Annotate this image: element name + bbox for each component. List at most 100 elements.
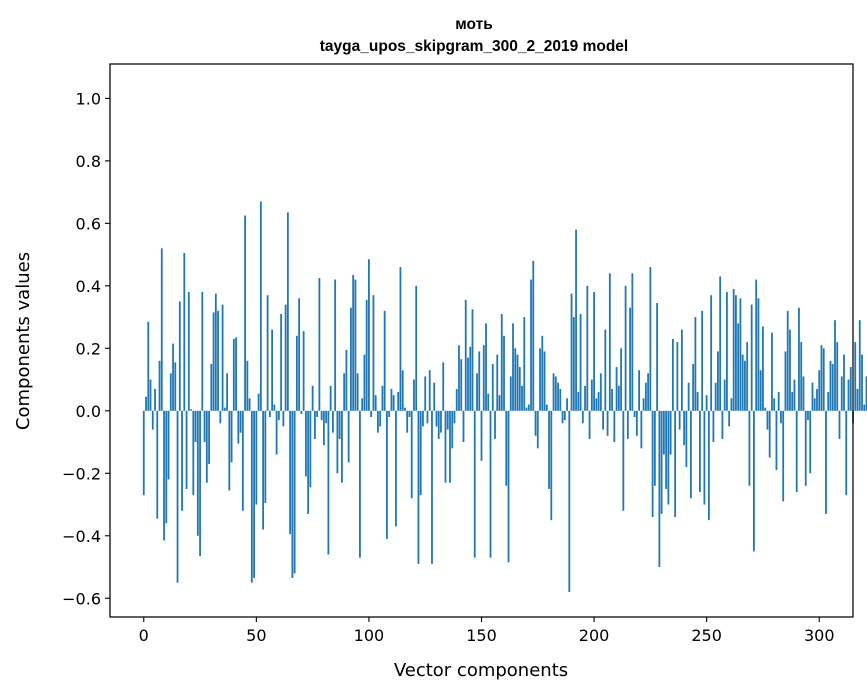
bar — [665, 410, 668, 489]
bar — [836, 342, 839, 411]
bar — [723, 379, 726, 411]
bar — [838, 410, 841, 439]
bar — [602, 410, 604, 430]
x-axis-label: Vector components — [394, 660, 568, 681]
bar — [503, 335, 505, 411]
bar — [370, 410, 373, 418]
bar — [638, 370, 641, 411]
bar — [793, 379, 796, 411]
bar — [208, 410, 210, 464]
bar — [221, 304, 224, 411]
bar — [244, 215, 246, 411]
bar — [241, 410, 244, 511]
x-axis-ticks: 0 50 100 150 200 250 300 — [139, 617, 835, 645]
bar — [586, 285, 589, 411]
bar — [588, 410, 591, 439]
bar — [762, 326, 764, 411]
bar — [494, 410, 496, 439]
bar — [201, 292, 204, 411]
bar — [156, 410, 159, 519]
bar — [268, 410, 271, 418]
bar — [534, 410, 537, 436]
bar — [525, 407, 528, 411]
y-tick-label: 1.0 — [76, 89, 101, 108]
bar — [426, 410, 429, 424]
bar — [782, 410, 785, 502]
bar — [489, 410, 492, 558]
bar — [559, 388, 562, 411]
bar — [149, 379, 152, 411]
x-tick-label: 150 — [466, 626, 497, 645]
bar — [431, 410, 433, 564]
bar — [581, 410, 584, 424]
bar — [687, 382, 690, 411]
bar — [669, 410, 672, 455]
bar — [178, 301, 181, 411]
bar — [496, 354, 499, 411]
bar — [363, 354, 366, 411]
bar — [563, 410, 566, 421]
x-tick-label: 0 — [139, 626, 149, 645]
bar — [710, 295, 713, 411]
bar — [516, 354, 519, 411]
bar — [577, 392, 580, 411]
bar — [219, 410, 222, 424]
bar — [861, 354, 863, 411]
bar — [536, 410, 539, 449]
bar — [359, 410, 361, 558]
bar — [518, 367, 521, 411]
bar — [744, 360, 746, 411]
bar — [302, 331, 305, 411]
bar — [671, 338, 674, 411]
bar — [471, 309, 474, 411]
bar — [205, 410, 208, 483]
bar — [374, 395, 377, 411]
bar — [732, 288, 735, 411]
bar — [858, 320, 861, 411]
bar — [755, 279, 758, 411]
bar — [410, 410, 413, 499]
bar — [566, 398, 568, 411]
bar — [392, 395, 395, 411]
bar — [154, 388, 156, 411]
bar — [408, 410, 411, 418]
bar — [737, 323, 740, 411]
bar — [759, 370, 762, 411]
bar — [257, 393, 260, 411]
bar — [433, 382, 436, 411]
x-tick-label: 100 — [354, 626, 385, 645]
bar — [295, 335, 298, 411]
bar — [476, 373, 478, 411]
bar — [613, 410, 616, 443]
bar — [365, 299, 368, 411]
bar — [469, 346, 472, 411]
bar — [795, 410, 798, 493]
bar — [401, 370, 404, 411]
bar — [237, 410, 240, 444]
y-tick-label: 0.8 — [76, 152, 101, 171]
bar — [717, 351, 719, 411]
bar — [307, 410, 310, 514]
bar — [449, 410, 451, 483]
bar — [151, 410, 154, 430]
bar — [568, 410, 571, 593]
bar — [329, 385, 332, 411]
bar — [212, 312, 215, 411]
bar — [217, 310, 219, 411]
y-tick-label: −0.4 — [62, 527, 101, 546]
bar — [746, 342, 749, 411]
bar — [712, 410, 715, 443]
bar — [428, 370, 431, 411]
bar — [284, 304, 287, 411]
bar — [399, 267, 402, 411]
bar — [584, 385, 586, 411]
bar — [282, 410, 285, 427]
bar — [865, 376, 867, 411]
x-tick-label: 250 — [691, 626, 722, 645]
bar — [777, 392, 780, 411]
bar — [196, 410, 199, 536]
bar — [667, 410, 670, 505]
bar — [192, 410, 195, 496]
bar — [829, 360, 832, 411]
